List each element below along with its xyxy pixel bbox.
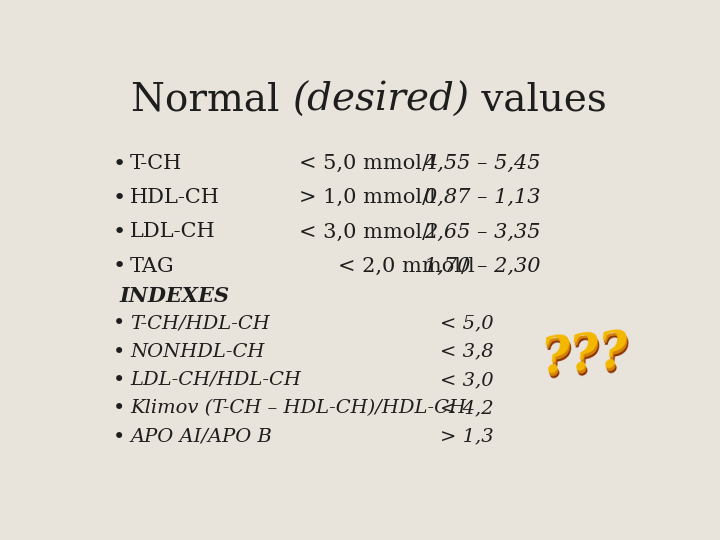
Text: < 3,0 mmol/l: < 3,0 mmol/l	[300, 222, 436, 241]
Text: •: •	[113, 427, 125, 447]
Text: ???: ???	[540, 328, 631, 385]
Text: > 1,3: > 1,3	[441, 428, 494, 445]
Text: •: •	[112, 222, 126, 242]
Text: •: •	[113, 399, 125, 418]
Text: Normal: Normal	[131, 82, 292, 119]
Text: values: values	[469, 82, 607, 119]
Text: < 2,0 mmol/l: < 2,0 mmol/l	[338, 256, 475, 275]
Text: ???: ???	[541, 330, 633, 387]
Text: INDEXES: INDEXES	[119, 286, 229, 306]
Text: (desired): (desired)	[292, 82, 469, 119]
Text: 0,87 – 1,13: 0,87 – 1,13	[423, 188, 540, 207]
Text: LDL-CH/HDL-CH: LDL-CH/HDL-CH	[130, 371, 301, 389]
Text: 4,55 – 5,45: 4,55 – 5,45	[423, 154, 540, 173]
Text: T-CH/HDL-CH: T-CH/HDL-CH	[130, 314, 270, 333]
Text: < 4,2: < 4,2	[441, 399, 494, 417]
Text: •: •	[113, 342, 125, 362]
Text: T-CH: T-CH	[130, 154, 182, 173]
Text: HDL-CH: HDL-CH	[130, 188, 220, 207]
Text: < 3,8: < 3,8	[441, 343, 494, 361]
Text: > 1,0 mmol/l: > 1,0 mmol/l	[300, 188, 436, 207]
Text: NONHDL-CH: NONHDL-CH	[130, 343, 264, 361]
Text: •: •	[112, 154, 126, 174]
Text: < 3,0: < 3,0	[441, 371, 494, 389]
Text: APO AI/APO B: APO AI/APO B	[130, 428, 272, 445]
Text: ???: ???	[542, 333, 634, 389]
Text: Klimov (T-CH – HDL-CH)/HDL-CH: Klimov (T-CH – HDL-CH)/HDL-CH	[130, 399, 466, 417]
Text: LDL-CH: LDL-CH	[130, 222, 216, 241]
Text: •: •	[112, 256, 126, 276]
Text: 1,70 – 2,30: 1,70 – 2,30	[423, 256, 540, 275]
Text: < 5,0: < 5,0	[441, 314, 494, 333]
Text: 2,65 – 3,35: 2,65 – 3,35	[423, 222, 540, 241]
Text: < 5,0 mmol/l: < 5,0 mmol/l	[300, 154, 436, 173]
Text: TAG: TAG	[130, 256, 175, 275]
Text: •: •	[113, 313, 125, 333]
Text: •: •	[113, 370, 125, 390]
Text: •: •	[112, 188, 126, 208]
